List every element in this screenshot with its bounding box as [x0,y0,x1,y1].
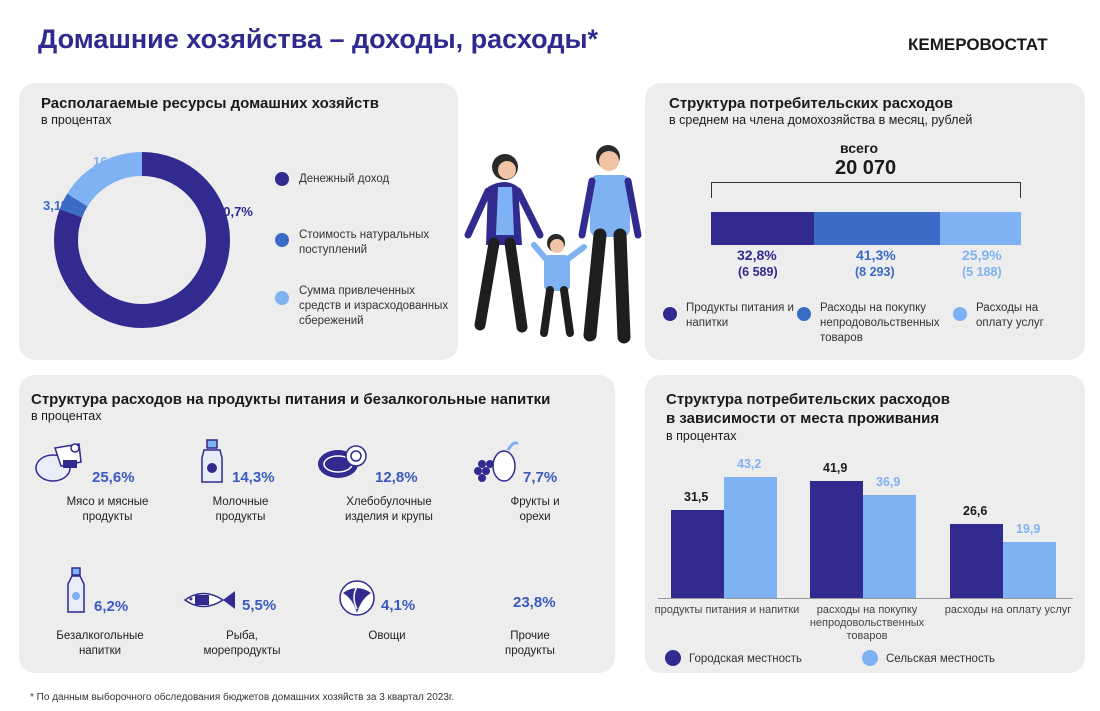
segment-goods-pct: 41,3% [856,247,896,263]
food-drinks-label: Безалкогольные напитки [56,630,144,657]
food-meat-label: Мясо и мясные продукты [66,496,149,523]
bar-label-urban-0: 31,5 [684,489,709,504]
residence-title-line1: Структура потребительских расходов [666,391,951,408]
total-label: всего [840,140,879,156]
legend-savings: Сумма привлеченных средств и израсходова… [299,285,449,327]
milk-icon [201,439,223,483]
total-bracket [711,182,1021,198]
resources-donut [54,152,230,328]
fruit-icon [474,441,520,482]
resources-title: Располагаемые ресурсы домашних хозяйств [41,95,379,112]
donut-label-income: 80,7% [216,204,253,219]
bar-urban-1 [810,480,863,598]
donut-label-savings: 16,2% [93,154,130,169]
fish-icon [183,591,235,609]
food-panel [19,375,615,673]
resources-panel [19,83,458,360]
bar-rural-1 [863,494,916,598]
total-value: 20 070 [835,157,897,179]
page-title: Домашние хозяйства – доходы, расходы* [38,24,599,54]
footnote: * По данным выборочного обследования бюд… [30,692,455,703]
resources-subtitle: в процентах [41,113,112,127]
food-veg-pct: 4,1% [381,597,416,614]
residence-title-line2: в зависимости от места проживания [666,410,940,427]
food-fish-pct: 5,5% [242,597,277,614]
consumer-legend-food: Продукты питания и напитки [686,302,794,329]
segment-services-value: (5 188) [962,265,1002,279]
food-veg-label: Овощи [368,630,406,642]
legend-rural: Сельская местность [886,653,995,665]
donut-segment-savings [54,152,230,328]
consumer-legend-dot-services [953,307,967,321]
food-fruit-label: Фрукты и орехи [510,496,560,523]
food-bread-pct: 12,8% [375,469,418,486]
segment-services [940,212,1021,245]
food-fruit-pct: 7,7% [523,469,558,486]
food-meat-pct: 25,6% [92,469,135,486]
segment-goods-value: (8 293) [855,265,895,279]
brand-name: КЕМЕРОВОСТАТ [908,35,1048,54]
legend-dot-natural [275,233,289,247]
category-label-goods: расходы на покупку непродовольственных т… [809,604,925,642]
segment-food-pct: 32,8% [737,247,777,263]
meat-icon [35,443,82,482]
legend-dot-urban [665,650,681,666]
legend-dot-savings [275,291,289,305]
chart-axis-line [658,598,1073,599]
segment-services-pct: 25,9% [962,247,1002,263]
legend-natural: Стоимость натуральных поступлений [299,229,430,256]
legend-urban: Городская местность [689,653,803,665]
bottle-icon [67,567,85,613]
category-label-food: продукты питания и напитки [654,604,800,616]
food-milk-label: Молочные продукты [212,496,269,523]
bar-urban-2 [950,523,1003,598]
bar-label-rural-1: 36,9 [876,474,901,489]
food-fish-label: Рыба, морепродукты [203,630,281,657]
bread-icon [318,445,367,478]
bar-rural-0 [724,477,777,598]
legend-dot-rural [862,650,878,666]
segment-food [711,212,814,245]
consumer-legend-dot-food [663,307,677,321]
consumer-subtitle: в среднем на члена домохозяйства в месяц… [669,113,973,127]
food-title: Структура расходов на продукты питания и… [31,391,551,408]
food-bread-label: Хлебобулочные изделия и крупы [345,496,433,523]
consumer-title: Структура потребительских расходов [669,95,954,112]
donut-label-natural: 3,1% [43,198,73,213]
bar-label-rural-0: 43,2 [737,457,762,472]
food-drinks-pct: 6,2% [94,598,129,615]
bar-label-urban-2: 26,6 [963,503,988,518]
food-other-pct: 23,8% [513,594,556,611]
food-other-label: Прочие продукты [505,630,555,657]
residence-subtitle: в процентах [666,429,737,443]
consumer-legend-services: Расходы на оплату услуг [976,302,1044,329]
bar-rural-2 [1003,542,1056,598]
category-label-services: расходы на оплату услуг [944,604,1072,616]
family-illustration [464,145,642,344]
consumer-legend-dot-goods [797,307,811,321]
food-milk-pct: 14,3% [232,469,275,486]
legend-dot-income [275,172,289,186]
bar-urban-0 [671,509,724,598]
cabbage-icon [339,580,375,616]
food-subtitle: в процентах [31,409,102,423]
bar-label-rural-2: 19,9 [1016,522,1041,537]
bar-label-urban-1: 41,9 [823,460,848,475]
segment-goods [814,212,940,245]
segment-food-value: (6 589) [738,265,778,279]
legend-income: Денежный доход [299,173,390,185]
consumer-legend-goods: Расходы на покупку непродовольственных т… [820,302,940,344]
